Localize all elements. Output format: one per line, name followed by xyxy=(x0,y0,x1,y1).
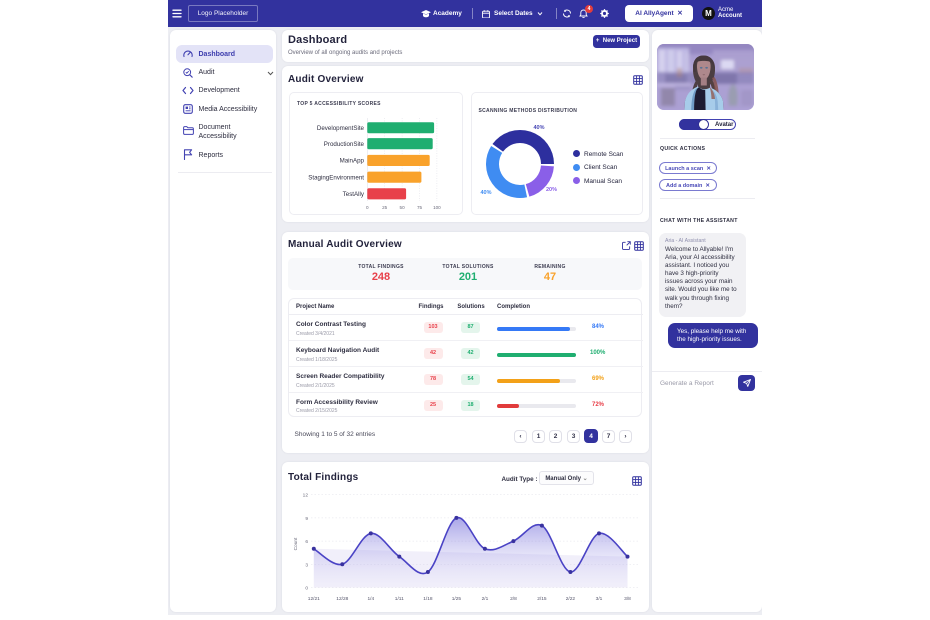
svg-text:MainApp: MainApp xyxy=(340,157,365,164)
svg-text:12: 12 xyxy=(303,493,309,499)
svg-text:12/28: 12/28 xyxy=(336,596,348,602)
svg-text:100: 100 xyxy=(433,205,441,210)
svg-text:1/25: 1/25 xyxy=(452,596,462,602)
svg-text:6: 6 xyxy=(305,539,308,545)
svg-text:9: 9 xyxy=(305,516,308,522)
svg-text:TestAlly: TestAlly xyxy=(343,191,365,198)
svg-text:75: 75 xyxy=(417,205,423,210)
svg-text:0: 0 xyxy=(366,205,369,210)
svg-text:StagingEnvironment: StagingEnvironment xyxy=(308,174,364,181)
svg-text:DevelopmentSite: DevelopmentSite xyxy=(317,125,365,132)
svg-text:1/18: 1/18 xyxy=(423,596,433,602)
svg-text:50: 50 xyxy=(400,205,406,210)
svg-text:3/8: 3/8 xyxy=(624,596,631,602)
svg-text:2/1: 2/1 xyxy=(482,596,489,602)
svg-text:1/11: 1/11 xyxy=(395,596,404,602)
svg-text:2/15: 2/15 xyxy=(537,596,547,602)
svg-text:2/8: 2/8 xyxy=(510,596,517,602)
svg-text:25: 25 xyxy=(382,205,388,210)
svg-text:ProductionSite: ProductionSite xyxy=(324,140,365,147)
svg-text:12/21: 12/21 xyxy=(308,596,320,602)
svg-text:Count: Count xyxy=(293,537,299,550)
svg-text:3/1: 3/1 xyxy=(596,596,603,602)
svg-text:1/4: 1/4 xyxy=(367,596,374,602)
svg-text:2/22: 2/22 xyxy=(566,596,576,602)
svg-text:3: 3 xyxy=(305,562,308,568)
svg-text:0: 0 xyxy=(305,586,308,592)
